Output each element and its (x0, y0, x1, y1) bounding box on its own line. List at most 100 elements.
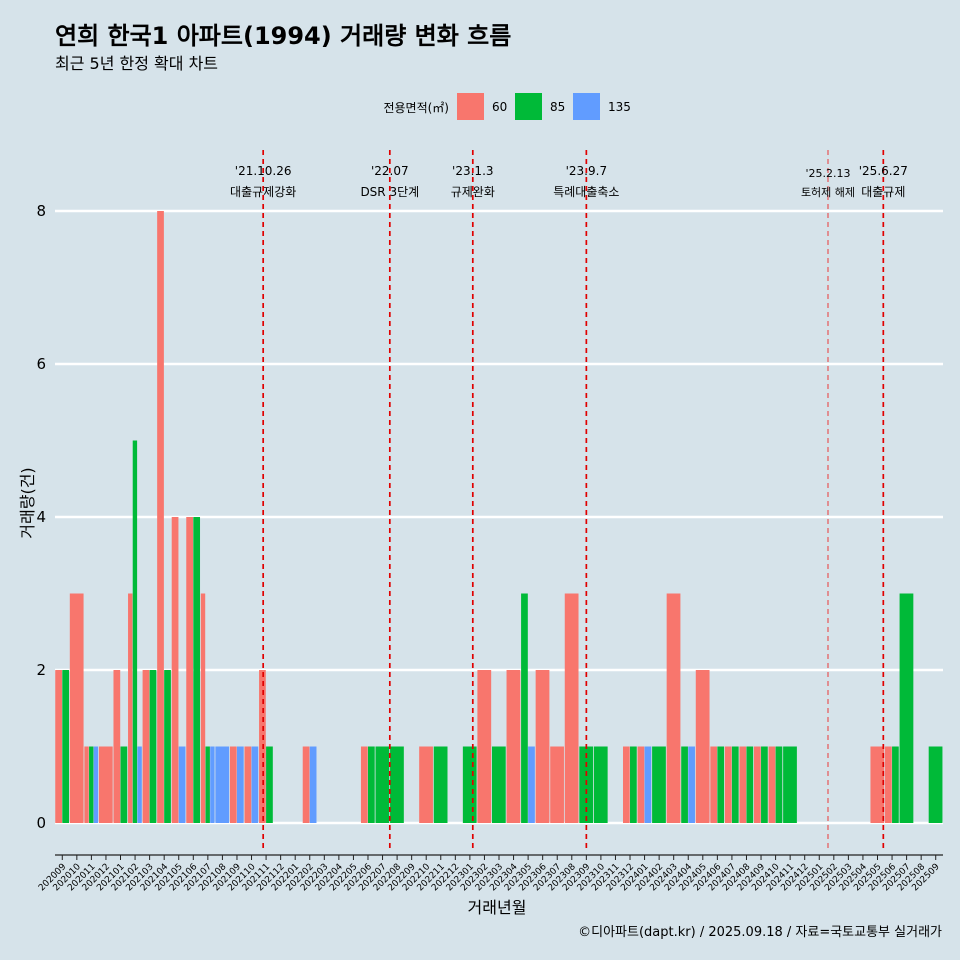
y-tick-label: 8 (36, 202, 46, 220)
bar-60 (754, 746, 761, 823)
bar-135 (688, 746, 695, 823)
bar-135 (528, 746, 535, 823)
bar-135 (309, 746, 317, 823)
bar-85 (746, 746, 754, 823)
bar-60 (564, 593, 579, 823)
event-label: 특례대출축소 (553, 185, 619, 199)
bar-85 (491, 746, 506, 823)
bar-135 (93, 746, 99, 823)
bar-60 (870, 746, 885, 823)
bar-85 (928, 746, 943, 823)
bar-135 (215, 746, 230, 823)
bar-60 (768, 746, 776, 823)
bar-60 (666, 593, 681, 823)
x-axis-title: 거래년월 (468, 898, 527, 917)
bar-60 (69, 593, 84, 823)
bar-60 (710, 746, 718, 823)
bar-60 (739, 746, 747, 823)
bar-85 (132, 440, 138, 823)
bar-85 (761, 746, 768, 823)
event-label: 규제완화 (451, 185, 495, 199)
bar-60 (302, 746, 310, 823)
event-date: '21.10.26 (235, 164, 292, 178)
chart-subtitle: 최근 5년 한정 확대 차트 (55, 54, 218, 73)
bar-85 (205, 746, 210, 823)
bar-60 (885, 746, 892, 823)
bar-85 (149, 670, 157, 823)
event-label: 대출규제 (861, 185, 905, 199)
chart-title: 연희 한국1 아파트(1994) 거래량 변화 흐름 (55, 22, 511, 50)
bar-60 (142, 670, 150, 823)
event-lines: '21.10.26 대출규제강화 '22.07 DSR 3단계 '23.1.3 규제완화 '… (230, 150, 908, 850)
bar-60 (171, 517, 179, 823)
y-tick-label: 6 (36, 355, 46, 373)
legend-label-135: 135 (608, 100, 631, 114)
bar-60 (84, 746, 89, 823)
event-date: '23.9.7 (566, 164, 607, 178)
bar-135 (236, 746, 244, 823)
bar-60 (157, 211, 164, 823)
bar-60 (113, 670, 121, 823)
y-axis-title: 거래량(건) (18, 467, 37, 538)
bar-85 (164, 670, 171, 823)
event-date: '22.07 (371, 164, 409, 178)
bar-85 (593, 746, 608, 823)
x-axis: 2020092020102020112020122021012021022021… (37, 854, 943, 893)
bar-85 (731, 746, 739, 823)
bar-60 (229, 746, 237, 823)
bar-60 (637, 746, 645, 823)
bar-85 (630, 746, 637, 823)
legend: 전용면적(㎡) 60 85 135 (383, 93, 631, 120)
bar-85 (462, 746, 477, 823)
event-date: '25.2.13 (805, 167, 850, 180)
bar-85 (89, 746, 94, 823)
bar-60 (186, 517, 193, 823)
legend-label-85: 85 (550, 100, 565, 114)
y-tick-label: 0 (36, 814, 46, 832)
bar-85 (899, 593, 914, 823)
bar-85 (367, 746, 375, 823)
bar-85 (717, 746, 725, 823)
legend-swatch-60 (457, 93, 484, 120)
bar-60 (506, 670, 521, 823)
event-date: '25.6.27 (859, 164, 908, 178)
bar-85 (390, 746, 404, 823)
y-tick-label: 2 (36, 661, 46, 679)
bar-60 (622, 746, 630, 823)
bar-85 (266, 746, 273, 823)
bar-135 (178, 746, 186, 823)
event-label: DSR 3단계 (360, 185, 419, 199)
event-label: 대출규제강화 (230, 185, 296, 199)
bar-60 (695, 670, 710, 823)
bar-60 (724, 746, 732, 823)
bar-60 (244, 746, 252, 823)
bar-60 (128, 593, 133, 823)
bar-60 (477, 670, 492, 823)
legend-swatch-135 (573, 93, 600, 120)
bars (55, 211, 943, 823)
y-tick-label: 4 (36, 508, 46, 526)
bar-85 (681, 746, 688, 823)
legend-label-60: 60 (492, 100, 507, 114)
bar-85 (775, 746, 783, 823)
legend-swatch-85 (515, 93, 542, 120)
bar-60 (98, 746, 113, 823)
bar-85 (433, 746, 448, 823)
bar-60 (550, 746, 564, 823)
event-date: '23.1.3 (452, 164, 493, 178)
bar-85 (652, 746, 666, 823)
caption: ©디아파트(dapt.kr) / 2025.09.18 / 자료=국토교통부 실… (578, 925, 942, 940)
bar-60 (200, 593, 206, 823)
bar-85 (521, 593, 528, 823)
bar-85 (783, 746, 797, 823)
bar-85 (193, 517, 201, 823)
bar-85 (120, 746, 128, 823)
bar-135 (644, 746, 652, 823)
legend-title: 전용면적(㎡) (383, 101, 449, 115)
bar-60 (55, 670, 62, 823)
bar-135 (251, 746, 259, 823)
bar-60 (419, 746, 433, 823)
bar-85 (892, 746, 899, 823)
bar-135 (210, 746, 215, 823)
